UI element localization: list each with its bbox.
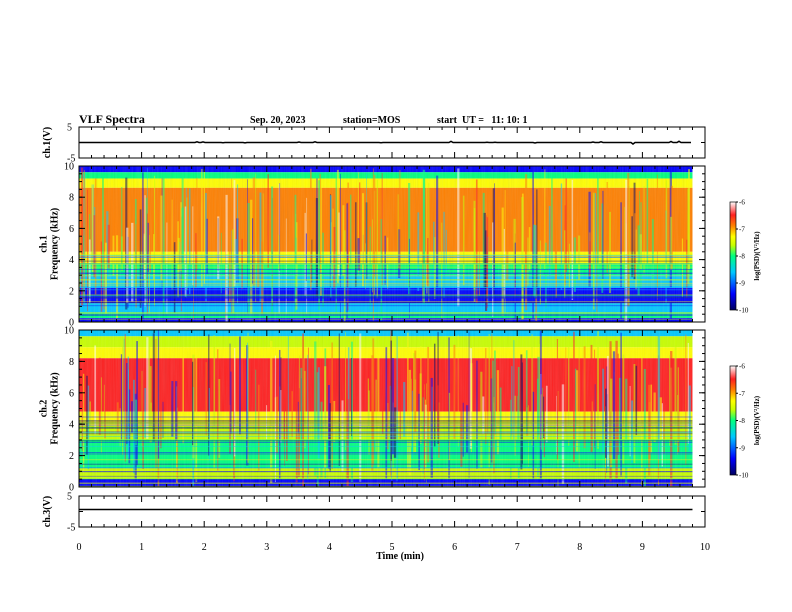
y-tick-label: 4 (69, 255, 74, 266)
x-tick-label: 3 (264, 542, 269, 553)
figure-date: Sep. 20, 2023 (250, 115, 306, 126)
ch1-waveform-panel: 5 -5 ch.1(V) (42, 123, 706, 165)
ch2-colorbar: -6 -7 -8 -9 -10 log(PSD)(V²/Hz) (729, 363, 761, 480)
colorbar-scale (729, 201, 737, 311)
x-tick-label: 8 (577, 542, 582, 553)
x-tick-label: 6 (452, 542, 457, 553)
y-tick-label: 2 (69, 451, 74, 462)
colorbar-tick-label: -7 (739, 226, 745, 234)
colorbar-tick-label: -9 (739, 444, 745, 452)
x-tick-label: 10 (700, 542, 710, 553)
ch1-colorbar: -6 -7 -8 -9 -10 log(PSD)(V²/Hz) (729, 199, 761, 315)
colorbar-label: log(PSD)(V²/Hz) (753, 231, 761, 281)
y-tick-label: 6 (69, 388, 74, 399)
y-axis-label: ch.1(V) (42, 127, 53, 158)
ch2-spectrogram-panel: 0 2 4 6 8 10 ch.2Frequency (kHz) (39, 326, 706, 494)
colorbar-tick-label: -10 (739, 307, 749, 315)
ch3-waveform-panel: 5 -5 ch.3(V) (42, 492, 706, 534)
colorbar-tick-label: -6 (739, 199, 745, 207)
ch1-spectrogram-panel: 0 2 4 6 8 10 ch.1Frequency (kHz) (39, 162, 706, 329)
y-axis-label: ch.2Frequency (kHz) (39, 372, 61, 444)
y-tick-label: 10 (64, 162, 74, 173)
figure-title: VLF Spectra (79, 112, 145, 126)
colorbar-scale (729, 365, 737, 476)
x-tick-label: 7 (515, 542, 520, 553)
waveform-trace (79, 140, 691, 145)
y-tick-label: 10 (64, 326, 74, 337)
noise-texture (79, 166, 693, 322)
figure-start-time: start UT = 11: 10: 1 (437, 115, 528, 126)
y-axis-label: ch.1Frequency (kHz) (39, 208, 61, 280)
colorbar-tick-label: -9 (739, 280, 745, 288)
y-tick-label: 0 (69, 318, 74, 329)
time-axis: 0 1 2 3 4 5 6 7 8 9 10 Time (min) (77, 542, 711, 562)
colorbar-tick-label: -7 (739, 390, 745, 398)
y-tick-label: 8 (69, 357, 74, 368)
x-tick-label: 1 (139, 542, 144, 553)
x-axis-label: Time (min) (376, 551, 424, 562)
figure-station: station=MOS (343, 115, 401, 126)
colorbar-tick-label: -10 (739, 472, 749, 480)
y-tick-label: 2 (69, 286, 74, 297)
x-tick-label: 0 (77, 542, 82, 553)
y-tick-label: 8 (69, 193, 74, 204)
x-tick-label: 2 (202, 542, 207, 553)
colorbar-label: log(PSD)(V²/Hz) (753, 395, 761, 445)
noise-texture (79, 330, 693, 487)
y-tick-label: 0 (69, 483, 74, 494)
y-tick-label: 5 (67, 123, 72, 134)
y-tick-label: -5 (67, 154, 75, 165)
y-tick-label: -5 (67, 523, 75, 534)
y-tick-label: 5 (67, 492, 72, 503)
x-tick-label: 5 (390, 542, 395, 553)
x-tick-label: 4 (327, 542, 332, 553)
y-axis-label: ch.3(V) (42, 496, 53, 527)
colorbar-tick-label: -6 (739, 363, 745, 371)
x-tick-label: 9 (640, 542, 645, 553)
y-tick-label: 4 (69, 420, 74, 431)
colorbar-tick-label: -8 (739, 417, 745, 425)
colorbar-tick-label: -8 (739, 253, 745, 261)
y-tick-label: 6 (69, 224, 74, 235)
